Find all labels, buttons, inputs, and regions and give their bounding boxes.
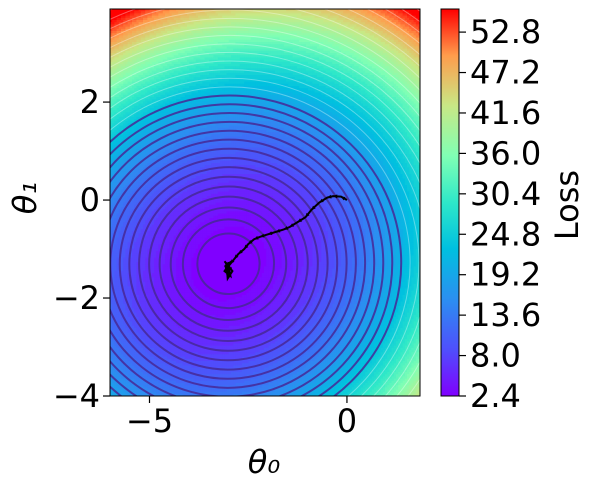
- contour-line: [118, 156, 339, 371]
- contour-line: [128, 166, 329, 362]
- trajectory-arrow: [224, 263, 229, 268]
- plot-area: [110, 9, 420, 396]
- colorbar-tick-label: 47.2: [470, 54, 541, 92]
- trajectory-arrow: [238, 249, 243, 254]
- trajectory-arrow: [230, 259, 235, 264]
- colorbar-tick-label: 30.4: [470, 175, 541, 213]
- y-axis-ticks: −4 −2 0 2: [53, 83, 110, 415]
- contour-line: [110, 94, 403, 396]
- colorbar-tick-label: 8.0: [470, 337, 521, 375]
- x-axis-ticks: −5 0: [126, 396, 357, 440]
- trajectory-arrow: [227, 273, 232, 279]
- y-tick-label: −2: [53, 279, 100, 317]
- y-tick-label: −4: [53, 377, 100, 415]
- trajectory-arrow: [267, 231, 273, 236]
- colorbar-tick-label: 19.2: [470, 256, 541, 294]
- x-axis-label: θ₀: [248, 443, 281, 481]
- contour-line: [110, 51, 420, 396]
- x-tick-label: −5: [126, 402, 173, 440]
- colorbar-tick-label: 52.8: [470, 13, 541, 51]
- trajectory-arrow: [311, 205, 316, 210]
- trajectory-arrow: [333, 194, 338, 199]
- contour-line: [110, 103, 394, 396]
- y-axis-label: θ₁: [6, 182, 44, 214]
- trajectory-arrow: [260, 233, 265, 238]
- colorbar-label: Loss: [548, 170, 586, 240]
- colorbar-tick-label: 41.6: [470, 94, 541, 132]
- colorbar-tick-label: 13.6: [470, 296, 541, 334]
- colorbar: 2.48.013.619.224.830.436.041.647.252.8 L…: [440, 8, 586, 415]
- colorbar-ticks: 2.48.013.619.224.830.436.041.647.252.8: [459, 13, 541, 415]
- trajectory-arrow: [228, 266, 233, 272]
- trajectory-arrow: [341, 196, 346, 201]
- trajectory-arrow: [275, 228, 281, 233]
- contour-line: [138, 175, 319, 352]
- contour-line: [110, 147, 348, 380]
- plot-frame: [109, 8, 421, 397]
- contour-line: [110, 138, 357, 389]
- contour-line: [181, 218, 276, 310]
- trajectory-arrow: [289, 223, 295, 227]
- trajectory-arrow: [227, 261, 232, 266]
- contour-line: [110, 86, 411, 396]
- contour-line: [158, 195, 299, 332]
- contour-line: [110, 112, 385, 396]
- contour-line: [169, 206, 288, 321]
- contour-line: [110, 60, 420, 396]
- trajectory-arrow: [234, 254, 239, 259]
- colorbar-tick-label: 2.4: [470, 377, 521, 415]
- trajectory-arrow: [244, 244, 249, 250]
- contour-line: [110, 26, 420, 396]
- contour-line: [196, 232, 261, 295]
- colorbar-gradient: [440, 8, 460, 397]
- trajectory-arrow: [319, 198, 324, 203]
- trajectory-arrow: [224, 261, 229, 266]
- contour-line: [148, 185, 309, 342]
- contour-line: [0, 0, 514, 488]
- contour-line: [110, 77, 420, 396]
- x-tick-label: 0: [337, 402, 357, 440]
- trajectory-arrow: [327, 194, 332, 199]
- trajectory-arrow: [248, 240, 253, 245]
- contour-line: [0, 0, 505, 488]
- contour-line: [110, 69, 420, 396]
- contour-line: [110, 34, 420, 396]
- contour-line: [110, 43, 420, 396]
- trajectory-arrow: [283, 226, 289, 230]
- gradient-descent-trajectory: [223, 194, 348, 282]
- colorbar-tick-label: 24.8: [470, 215, 541, 253]
- trajectory-arrow: [254, 235, 259, 240]
- y-tick-label: 0: [80, 181, 100, 219]
- trajectory-arrow: [297, 218, 303, 223]
- y-tick-label: 2: [80, 83, 100, 121]
- contour-line: [110, 120, 376, 396]
- trajectory-arrow: [305, 212, 310, 218]
- colorbar-tick-label: 36.0: [470, 134, 541, 172]
